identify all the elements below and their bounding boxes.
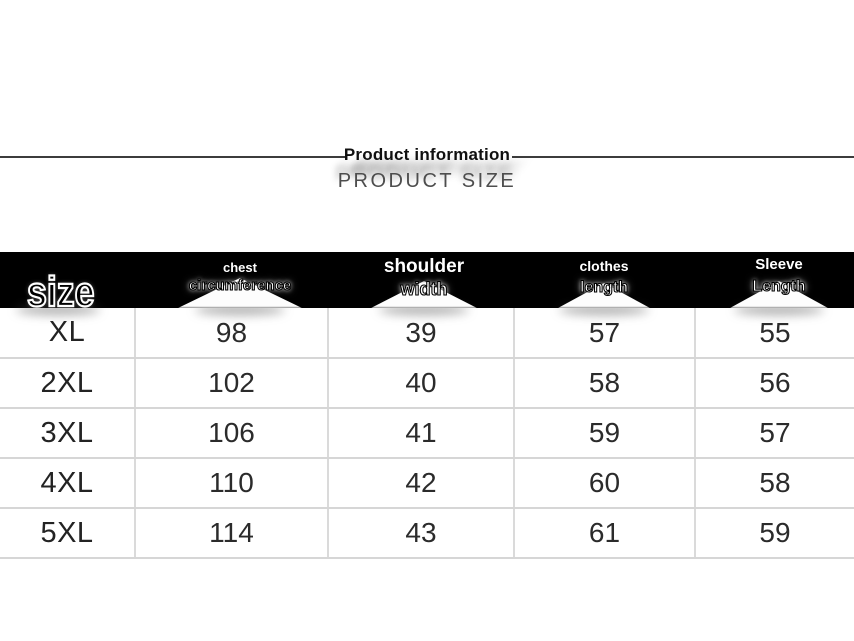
column-header-chest: chest circumference [150,252,330,315]
chest-cell: 98 [135,308,329,359]
size-corner-label: size [26,268,95,315]
size-row: 4XL 110 42 60 58 [0,458,854,509]
size-row: 2XL 102 40 58 56 [0,358,854,409]
shoulder-cell: 39 [328,308,515,359]
chest-cell: 110 [135,458,329,509]
chest-cell: 106 [135,408,329,459]
divider-line-left [0,156,347,158]
section-title: Product information [343,145,511,164]
size-cell: XL [0,308,136,359]
column-header-shoulder: shoulder width [334,252,514,315]
table-header-bar: size chest circumference shoulder width … [0,252,854,315]
column-header-line2: Length [752,277,806,295]
divider-line-right [512,156,854,158]
size-table: XL 98 39 57 55 2XL 102 40 58 56 3XL 106 … [0,308,854,559]
size-cell: 2XL [0,358,136,409]
column-header-line2: width [400,279,448,300]
sleeve-cell: 59 [695,508,854,559]
clothes-cell: 58 [514,358,696,409]
section-subtitle-text: PRODUCT SIZE [337,170,517,192]
sleeve-cell: 57 [695,408,854,459]
column-header-clothes: clothes length [514,252,694,315]
column-header-line2: length [579,278,628,296]
size-cell: 5XL [0,508,136,559]
column-header-line2: circumference [188,277,292,294]
clothes-cell: 61 [514,508,696,559]
column-header-line1: Sleeve [755,256,803,273]
column-header-line1: shoulder [383,256,465,277]
clothes-cell: 59 [514,408,696,459]
size-cell: 4XL [0,458,136,509]
shoulder-cell: 43 [328,508,515,559]
clothes-cell: 60 [514,458,696,509]
size-row: 5XL 114 43 61 59 [0,508,854,559]
size-row: 3XL 106 41 59 57 [0,408,854,459]
chest-cell: 102 [135,358,329,409]
size-cell: 3XL [0,408,136,459]
size-row: XL 98 39 57 55 [0,308,854,359]
section-subtitle: PRODUCT SIZE [0,160,854,193]
shoulder-cell: 41 [328,408,515,459]
chest-cell: 114 [135,508,329,559]
column-header-sleeve: Sleeve Length [689,252,854,315]
shoulder-cell: 40 [328,358,515,409]
sleeve-cell: 55 [695,308,854,359]
shoulder-cell: 42 [328,458,515,509]
sleeve-cell: 56 [695,358,854,409]
column-header-line1: clothes [579,258,629,274]
sleeve-cell: 58 [695,458,854,509]
column-header-line1: chest [223,260,257,275]
clothes-cell: 57 [514,308,696,359]
